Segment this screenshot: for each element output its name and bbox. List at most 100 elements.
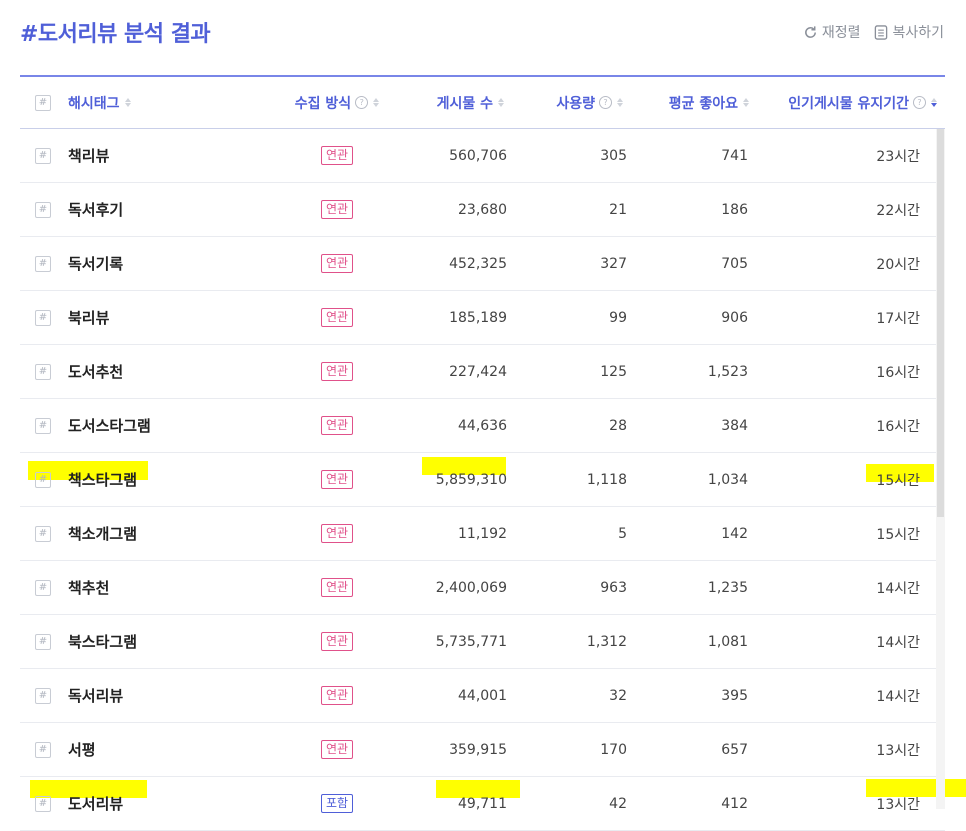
usage-count: 1,312	[586, 633, 627, 650]
row-usage-cell: 28	[520, 399, 627, 452]
help-icon[interactable]: ?	[599, 96, 612, 109]
help-icon[interactable]: ?	[913, 96, 926, 109]
table-row[interactable]: # 독서기록 연관 452,325 327 705 20시간	[20, 237, 945, 291]
table-row[interactable]: # 책리뷰 연관 560,706 305 741 23시간	[20, 129, 945, 183]
posts-count: 49,711	[458, 795, 507, 812]
row-posts-cell: 44,001	[400, 669, 507, 722]
hashtag-table: # 해시태그 수집 방식 ? 게시물 수 사용량 ? 평균 좋아요 인기게시물 …	[20, 75, 945, 831]
row-posts-cell: 185,189	[400, 291, 507, 344]
table-row[interactable]: # 도서리뷰 포함 49,711 42 412 13시간	[20, 777, 945, 831]
header-usage[interactable]: 사용량 ?	[520, 77, 623, 128]
row-hash-cell: #	[35, 129, 51, 182]
help-icon[interactable]: ?	[355, 96, 369, 109]
hashtag-name[interactable]: 독서후기	[68, 201, 124, 219]
table-row[interactable]: # 독서후기 연관 23,680 21 186 22시간	[20, 183, 945, 237]
scrollbar-thumb[interactable]	[937, 129, 944, 517]
row-hash-cell: #	[35, 237, 51, 290]
row-posts-cell: 11,192	[400, 507, 507, 560]
row-posts-cell: 5,735,771	[400, 615, 507, 668]
row-tag-cell: 독서리뷰	[68, 669, 123, 722]
usage-count: 125	[600, 363, 627, 380]
row-method-cell: 연관	[282, 615, 392, 668]
hashtag-name[interactable]: 책리뷰	[68, 147, 110, 165]
row-duration-cell: 17시간	[760, 291, 920, 344]
hashtag-name[interactable]: 책소개그램	[68, 525, 138, 543]
header-hash-cell: #	[35, 77, 51, 128]
table-row[interactable]: # 서평 연관 359,915 170 657 13시간	[20, 723, 945, 777]
posts-count: 227,424	[449, 363, 507, 380]
hash-icon: #	[35, 309, 51, 326]
table-row[interactable]: # 북스타그램 연관 5,735,771 1,312 1,081 14시간	[20, 615, 945, 669]
hashtag-name[interactable]: 독서리뷰	[68, 687, 124, 705]
header-likes-label: 평균 좋아요	[668, 95, 738, 112]
sort-icon	[498, 98, 504, 107]
table-row[interactable]: # 책추천 연관 2,400,069 963 1,235 14시간	[20, 561, 945, 615]
highlight-posts-doseoreview	[436, 780, 520, 798]
row-hash-cell: #	[35, 345, 51, 398]
table-row[interactable]: # 책스타그램 연관 5,859,310 1,118 1,034 15시간	[20, 453, 945, 507]
method-badge: 포함	[320, 794, 354, 813]
table-row[interactable]: # 책소개그램 연관 11,192 5 142 15시간	[20, 507, 945, 561]
row-likes-cell: 657	[635, 723, 748, 776]
row-likes-cell: 412	[635, 777, 748, 830]
avg-likes: 741	[721, 147, 748, 164]
table-row[interactable]: # 도서스타그램 연관 44,636 28 384 16시간	[20, 399, 945, 453]
header-duration[interactable]: 인기게시물 유지기간 ?	[755, 77, 937, 128]
header-tag[interactable]: 해시태그	[68, 77, 131, 128]
row-duration-cell: 20시간	[760, 237, 920, 290]
header-method[interactable]: 수집 방식 ?	[282, 77, 392, 128]
posts-count: 44,636	[458, 417, 507, 434]
posts-count: 359,915	[449, 741, 507, 758]
method-badge: 연관	[320, 416, 354, 435]
row-tag-cell: 도서추천	[68, 345, 123, 398]
copy-icon	[875, 24, 888, 40]
avg-likes: 142	[721, 525, 748, 542]
refresh-button[interactable]: 재정렬	[803, 22, 860, 42]
copy-button[interactable]: 복사하기	[874, 22, 944, 42]
row-posts-cell: 44,636	[400, 399, 507, 452]
table-header: # 해시태그 수집 방식 ? 게시물 수 사용량 ? 평균 좋아요 인기게시물 …	[20, 77, 945, 129]
row-likes-cell: 1,081	[635, 615, 748, 668]
row-usage-cell: 327	[520, 237, 627, 290]
row-tag-cell: 서평	[68, 723, 96, 776]
row-usage-cell: 1,312	[520, 615, 627, 668]
usage-count: 42	[609, 795, 627, 812]
header-likes[interactable]: 평균 좋아요	[635, 77, 749, 128]
copy-label: 복사하기	[892, 25, 944, 41]
popular-duration: 15시간	[876, 472, 920, 489]
hashtag-name[interactable]: 북리뷰	[68, 309, 110, 327]
hashtag-name[interactable]: 도서리뷰	[68, 795, 124, 813]
row-posts-cell: 452,325	[400, 237, 507, 290]
hashtag-name[interactable]: 독서기록	[68, 255, 124, 273]
row-usage-cell: 32	[520, 669, 627, 722]
table-top-rule	[20, 75, 945, 77]
row-hash-cell: #	[35, 723, 51, 776]
avg-likes: 395	[721, 687, 748, 704]
highlight-duration-bookstagram	[866, 464, 934, 482]
method-badge: 연관	[320, 308, 354, 327]
highlight-tag-bookstagram	[28, 461, 148, 480]
popular-duration: 13시간	[876, 742, 920, 759]
row-usage-cell: 21	[520, 183, 627, 236]
hashtag-name[interactable]: 책스타그램	[68, 471, 138, 489]
row-likes-cell: 186	[635, 183, 748, 236]
table-row[interactable]: # 북리뷰 연관 185,189 99 906 17시간	[20, 291, 945, 345]
table-row[interactable]: # 도서추천 연관 227,424 125 1,523 16시간	[20, 345, 945, 399]
row-posts-cell: 5,859,310	[400, 453, 507, 506]
hashtag-name[interactable]: 도서스타그램	[68, 417, 151, 435]
hashtag-name[interactable]: 서평	[68, 741, 96, 759]
hashtag-name[interactable]: 도서추천	[68, 363, 124, 381]
popular-duration: 23시간	[876, 148, 920, 165]
header-posts[interactable]: 게시물 수	[400, 77, 504, 128]
posts-count: 11,192	[458, 525, 507, 542]
row-usage-cell: 42	[520, 777, 627, 830]
posts-count: 2,400,069	[435, 579, 507, 596]
hashtag-name[interactable]: 북스타그램	[68, 633, 138, 651]
method-badge: 연관	[320, 632, 354, 651]
row-tag-cell: 책스타그램	[68, 453, 137, 506]
usage-count: 170	[600, 741, 627, 758]
hashtag-name[interactable]: 책추천	[68, 579, 110, 597]
sort-icon	[124, 98, 131, 107]
table-row[interactable]: # 독서리뷰 연관 44,001 32 395 14시간	[20, 669, 945, 723]
row-duration-cell: 13시간	[760, 777, 920, 830]
